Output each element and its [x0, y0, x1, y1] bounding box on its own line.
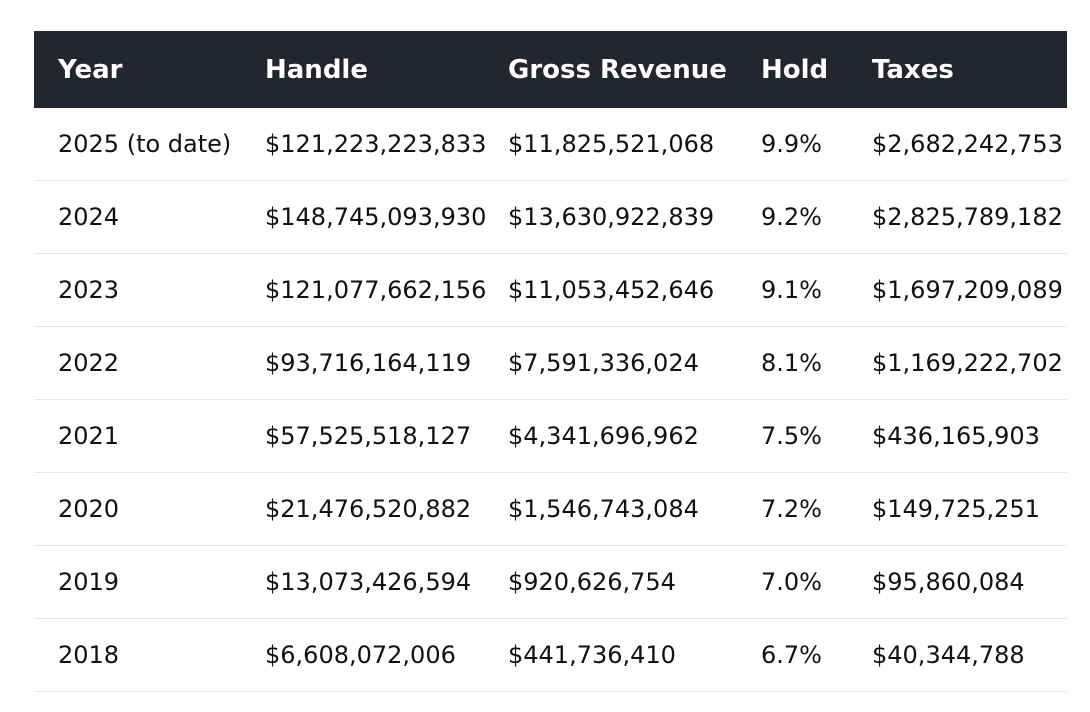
table-cell: 2022 — [34, 326, 241, 400]
table-cell: $13,073,426,594 — [241, 545, 484, 619]
table-row: 2020 $21,476,520,882 $1,546,743,084 7.2% $14… — [34, 472, 1067, 546]
table-cell: $1,169,222,702 — [848, 326, 1067, 400]
table-cell: $4,341,696,962 — [484, 399, 737, 473]
column-header: Hold — [737, 31, 848, 108]
table-cell: 8.1% — [737, 326, 848, 400]
table-cell: 7.2% — [737, 472, 848, 546]
table-cell: $436,165,903 — [848, 399, 1067, 473]
table-cell: 9.1% — [737, 253, 848, 327]
table-cell: 2018 — [34, 618, 241, 692]
table-row: 2021 $57,525,518,127 $4,341,696,962 7.5% $43… — [34, 399, 1067, 473]
table-cell: 2024 — [34, 180, 241, 254]
table-cell: $2,682,242,753 — [848, 108, 1067, 181]
table-cell: $93,716,164,119 — [241, 326, 484, 400]
table-row: 2022 $93,716,164,119 $7,591,336,024 8.1% $1,… — [34, 326, 1067, 400]
table-cell: 2021 — [34, 399, 241, 473]
table-cell: $121,077,662,156 — [241, 253, 486, 327]
table-cell: 6.7% — [737, 618, 848, 692]
column-header: Year — [34, 31, 241, 108]
data-table: Year Handle Gross Revenue Hold Taxes 2025 (t… — [34, 31, 1067, 692]
table-cell: $40,344,788 — [848, 618, 1067, 692]
table-row: 2019 $13,073,426,594 $920,626,754 7.0% $95,8… — [34, 545, 1067, 619]
table-cell: 2023 — [34, 253, 241, 327]
table-cell: $920,626,754 — [484, 545, 737, 619]
table-row: 2018 $6,608,072,006 $441,736,410 6.7% $40,34… — [34, 618, 1067, 692]
table-cell: $1,546,743,084 — [484, 472, 737, 546]
table-cell: $57,525,518,127 — [241, 399, 484, 473]
table-cell: $441,736,410 — [484, 618, 737, 692]
table-cell: $6,608,072,006 — [241, 618, 484, 692]
table-cell: 7.5% — [737, 399, 848, 473]
table-cell: $11,825,521,068 — [484, 108, 737, 181]
table-cell: $7,591,336,024 — [484, 326, 737, 400]
table-cell: $1,697,209,089 — [848, 253, 1067, 327]
column-header: Gross Revenue — [484, 31, 737, 108]
column-header: Taxes — [848, 31, 1067, 108]
table-cell: $121,223,223,833 — [241, 108, 486, 181]
table-cell: $21,476,520,882 — [241, 472, 484, 546]
table-cell: $95,860,084 — [848, 545, 1067, 619]
table-cell: $148,745,093,930 — [241, 180, 486, 254]
table-row: 2024 $148,745,093,930 $13,630,922,839 9.2% $… — [34, 180, 1067, 254]
table-cell: 9.9% — [737, 108, 848, 181]
header-row: Year Handle Gross Revenue Hold Taxes — [34, 31, 1067, 108]
table-body: 2025 (to date) $121,223,223,833 $11,825,52… — [34, 108, 1067, 692]
table-row: 2025 (to date) $121,223,223,833 $11,825,52… — [34, 108, 1067, 181]
table-cell: $13,630,922,839 — [484, 180, 737, 254]
table-cell: 2020 — [34, 472, 241, 546]
table-cell: 7.0% — [737, 545, 848, 619]
table-cell: $11,053,452,646 — [484, 253, 737, 327]
table-cell: 2025 (to date) — [34, 108, 241, 181]
column-header: Handle — [241, 31, 484, 108]
table-row: 2023 $121,077,662,156 $11,053,452,646 9.1% $… — [34, 253, 1067, 327]
table-cell: $2,825,789,182 — [848, 180, 1067, 254]
table-cell: 9.2% — [737, 180, 848, 254]
table-cell: $149,725,251 — [848, 472, 1067, 546]
table-cell: 2019 — [34, 545, 241, 619]
